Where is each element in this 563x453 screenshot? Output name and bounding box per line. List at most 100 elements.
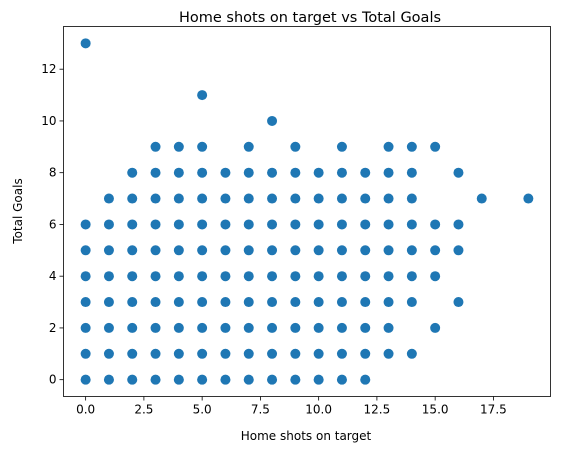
- data-point: [103, 193, 114, 204]
- data-point: [150, 141, 161, 152]
- data-point: [290, 322, 301, 333]
- data-point: [80, 322, 91, 333]
- data-point: [173, 219, 184, 230]
- data-point: [103, 322, 114, 333]
- data-point: [290, 245, 301, 256]
- data-point: [150, 348, 161, 359]
- data-point: [173, 322, 184, 333]
- data-point: [220, 193, 231, 204]
- data-point: [360, 245, 371, 256]
- data-point: [197, 141, 208, 152]
- data-point: [267, 167, 278, 178]
- data-point: [243, 141, 254, 152]
- data-point: [150, 245, 161, 256]
- data-point: [127, 297, 138, 308]
- data-point: [267, 322, 278, 333]
- data-point: [360, 348, 371, 359]
- data-point: [406, 193, 417, 204]
- data-point: [267, 193, 278, 204]
- data-point: [243, 322, 254, 333]
- data-point: [313, 219, 324, 230]
- data-point: [220, 219, 231, 230]
- data-point: [476, 193, 487, 204]
- data-point: [430, 245, 441, 256]
- data-point: [243, 297, 254, 308]
- data-point: [243, 271, 254, 282]
- x-tick-label: 5.0: [193, 403, 212, 417]
- data-point: [313, 348, 324, 359]
- data-point: [127, 271, 138, 282]
- y-tick-label: 10: [41, 114, 56, 128]
- data-point: [197, 219, 208, 230]
- data-point: [290, 271, 301, 282]
- data-point: [313, 193, 324, 204]
- data-point: [80, 245, 91, 256]
- data-point: [220, 271, 231, 282]
- data-point: [430, 141, 441, 152]
- data-point: [383, 141, 394, 152]
- data-point: [197, 348, 208, 359]
- data-point: [243, 219, 254, 230]
- data-point: [173, 141, 184, 152]
- data-point: [243, 193, 254, 204]
- data-point: [127, 245, 138, 256]
- data-point: [103, 219, 114, 230]
- plot-frame: [63, 26, 551, 397]
- data-point: [383, 219, 394, 230]
- data-point: [453, 219, 464, 230]
- x-tick-label: 7.5: [251, 403, 270, 417]
- data-point: [103, 374, 114, 385]
- data-point: [290, 193, 301, 204]
- data-point: [80, 374, 91, 385]
- data-point: [523, 193, 534, 204]
- data-point: [453, 167, 464, 178]
- data-point: [220, 322, 231, 333]
- data-point: [173, 374, 184, 385]
- data-point: [127, 322, 138, 333]
- data-point: [383, 348, 394, 359]
- data-point: [220, 167, 231, 178]
- y-tick-label: 0: [49, 373, 57, 387]
- data-point: [360, 167, 371, 178]
- data-point: [290, 167, 301, 178]
- data-point: [173, 245, 184, 256]
- data-point: [127, 219, 138, 230]
- data-point: [313, 374, 324, 385]
- data-point: [336, 219, 347, 230]
- data-point: [80, 348, 91, 359]
- data-point: [360, 322, 371, 333]
- data-point: [430, 271, 441, 282]
- data-point: [103, 245, 114, 256]
- data-point: [336, 141, 347, 152]
- data-point: [173, 193, 184, 204]
- data-point: [150, 193, 161, 204]
- x-axis-label: Home shots on target: [241, 429, 372, 443]
- data-point: [197, 193, 208, 204]
- data-point: [313, 297, 324, 308]
- data-point: [220, 348, 231, 359]
- data-point: [267, 374, 278, 385]
- data-point: [150, 374, 161, 385]
- data-point: [173, 271, 184, 282]
- data-point: [360, 193, 371, 204]
- data-point: [453, 245, 464, 256]
- data-point: [406, 167, 417, 178]
- chart-title: Home shots on target vs Total Goals: [179, 10, 441, 26]
- data-point: [383, 167, 394, 178]
- data-points: [80, 38, 534, 385]
- data-point: [313, 167, 324, 178]
- data-point: [430, 219, 441, 230]
- data-point: [383, 245, 394, 256]
- data-point: [150, 271, 161, 282]
- data-point: [150, 167, 161, 178]
- data-point: [197, 322, 208, 333]
- data-point: [267, 115, 278, 126]
- y-axis-label: Total Goals: [11, 178, 25, 244]
- data-point: [127, 193, 138, 204]
- data-point: [267, 271, 278, 282]
- data-point: [267, 348, 278, 359]
- data-point: [103, 271, 114, 282]
- data-point: [80, 271, 91, 282]
- data-point: [80, 38, 91, 49]
